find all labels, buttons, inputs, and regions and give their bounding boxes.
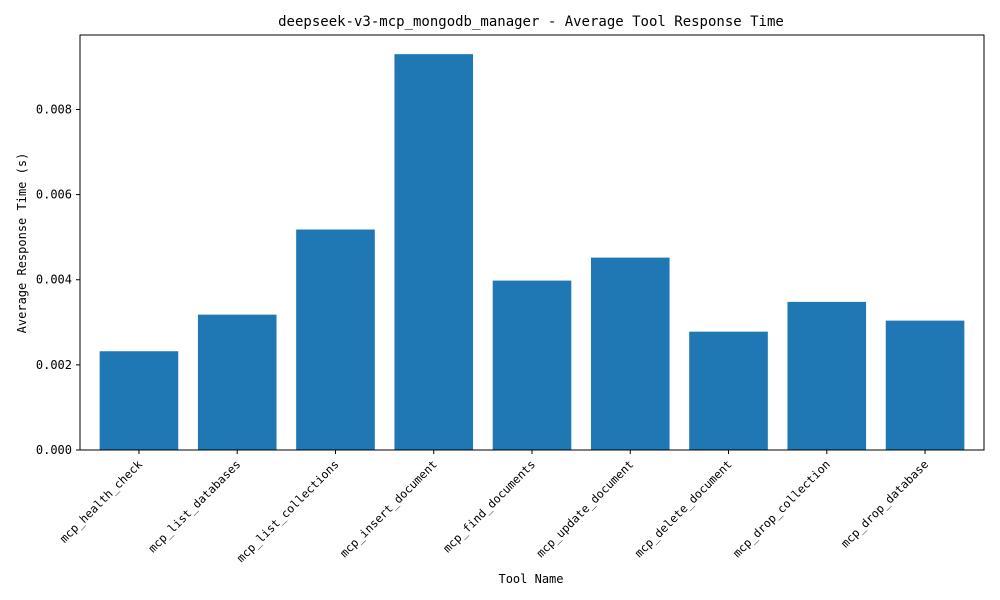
y-tick-label: 0.002 (36, 358, 72, 372)
bars-group (99, 54, 965, 451)
y-tick-label: 0.000 (36, 443, 72, 457)
bar-mcp-insert-document (394, 54, 474, 451)
bar-mcp-list-databases (197, 314, 277, 450)
x-axis-label: Tool Name (498, 572, 563, 586)
y-axis-label: Average Response Time (s) (15, 153, 29, 334)
y-tick-label: 0.008 (36, 102, 72, 116)
axes-frame (79, 34, 985, 451)
y-tick-label: 0.006 (36, 188, 72, 202)
y-axis-ticks: 0.000 0.002 0.004 0.006 0.008 (36, 102, 80, 457)
bar-mcp-list-collections (296, 229, 375, 450)
chart-title: deepseek-v3-mcp_mongodb_manager - Averag… (278, 14, 784, 30)
bar-mcp-drop-database (885, 320, 965, 450)
bar-mcp-health-check (99, 351, 179, 450)
bar-mcp-drop-collection (787, 301, 867, 450)
bar-mcp-find-documents (492, 280, 572, 450)
bar-mcp-delete-document (689, 331, 768, 450)
y-tick-label: 0.004 (36, 273, 72, 287)
bar-mcp-update-document (590, 257, 670, 450)
